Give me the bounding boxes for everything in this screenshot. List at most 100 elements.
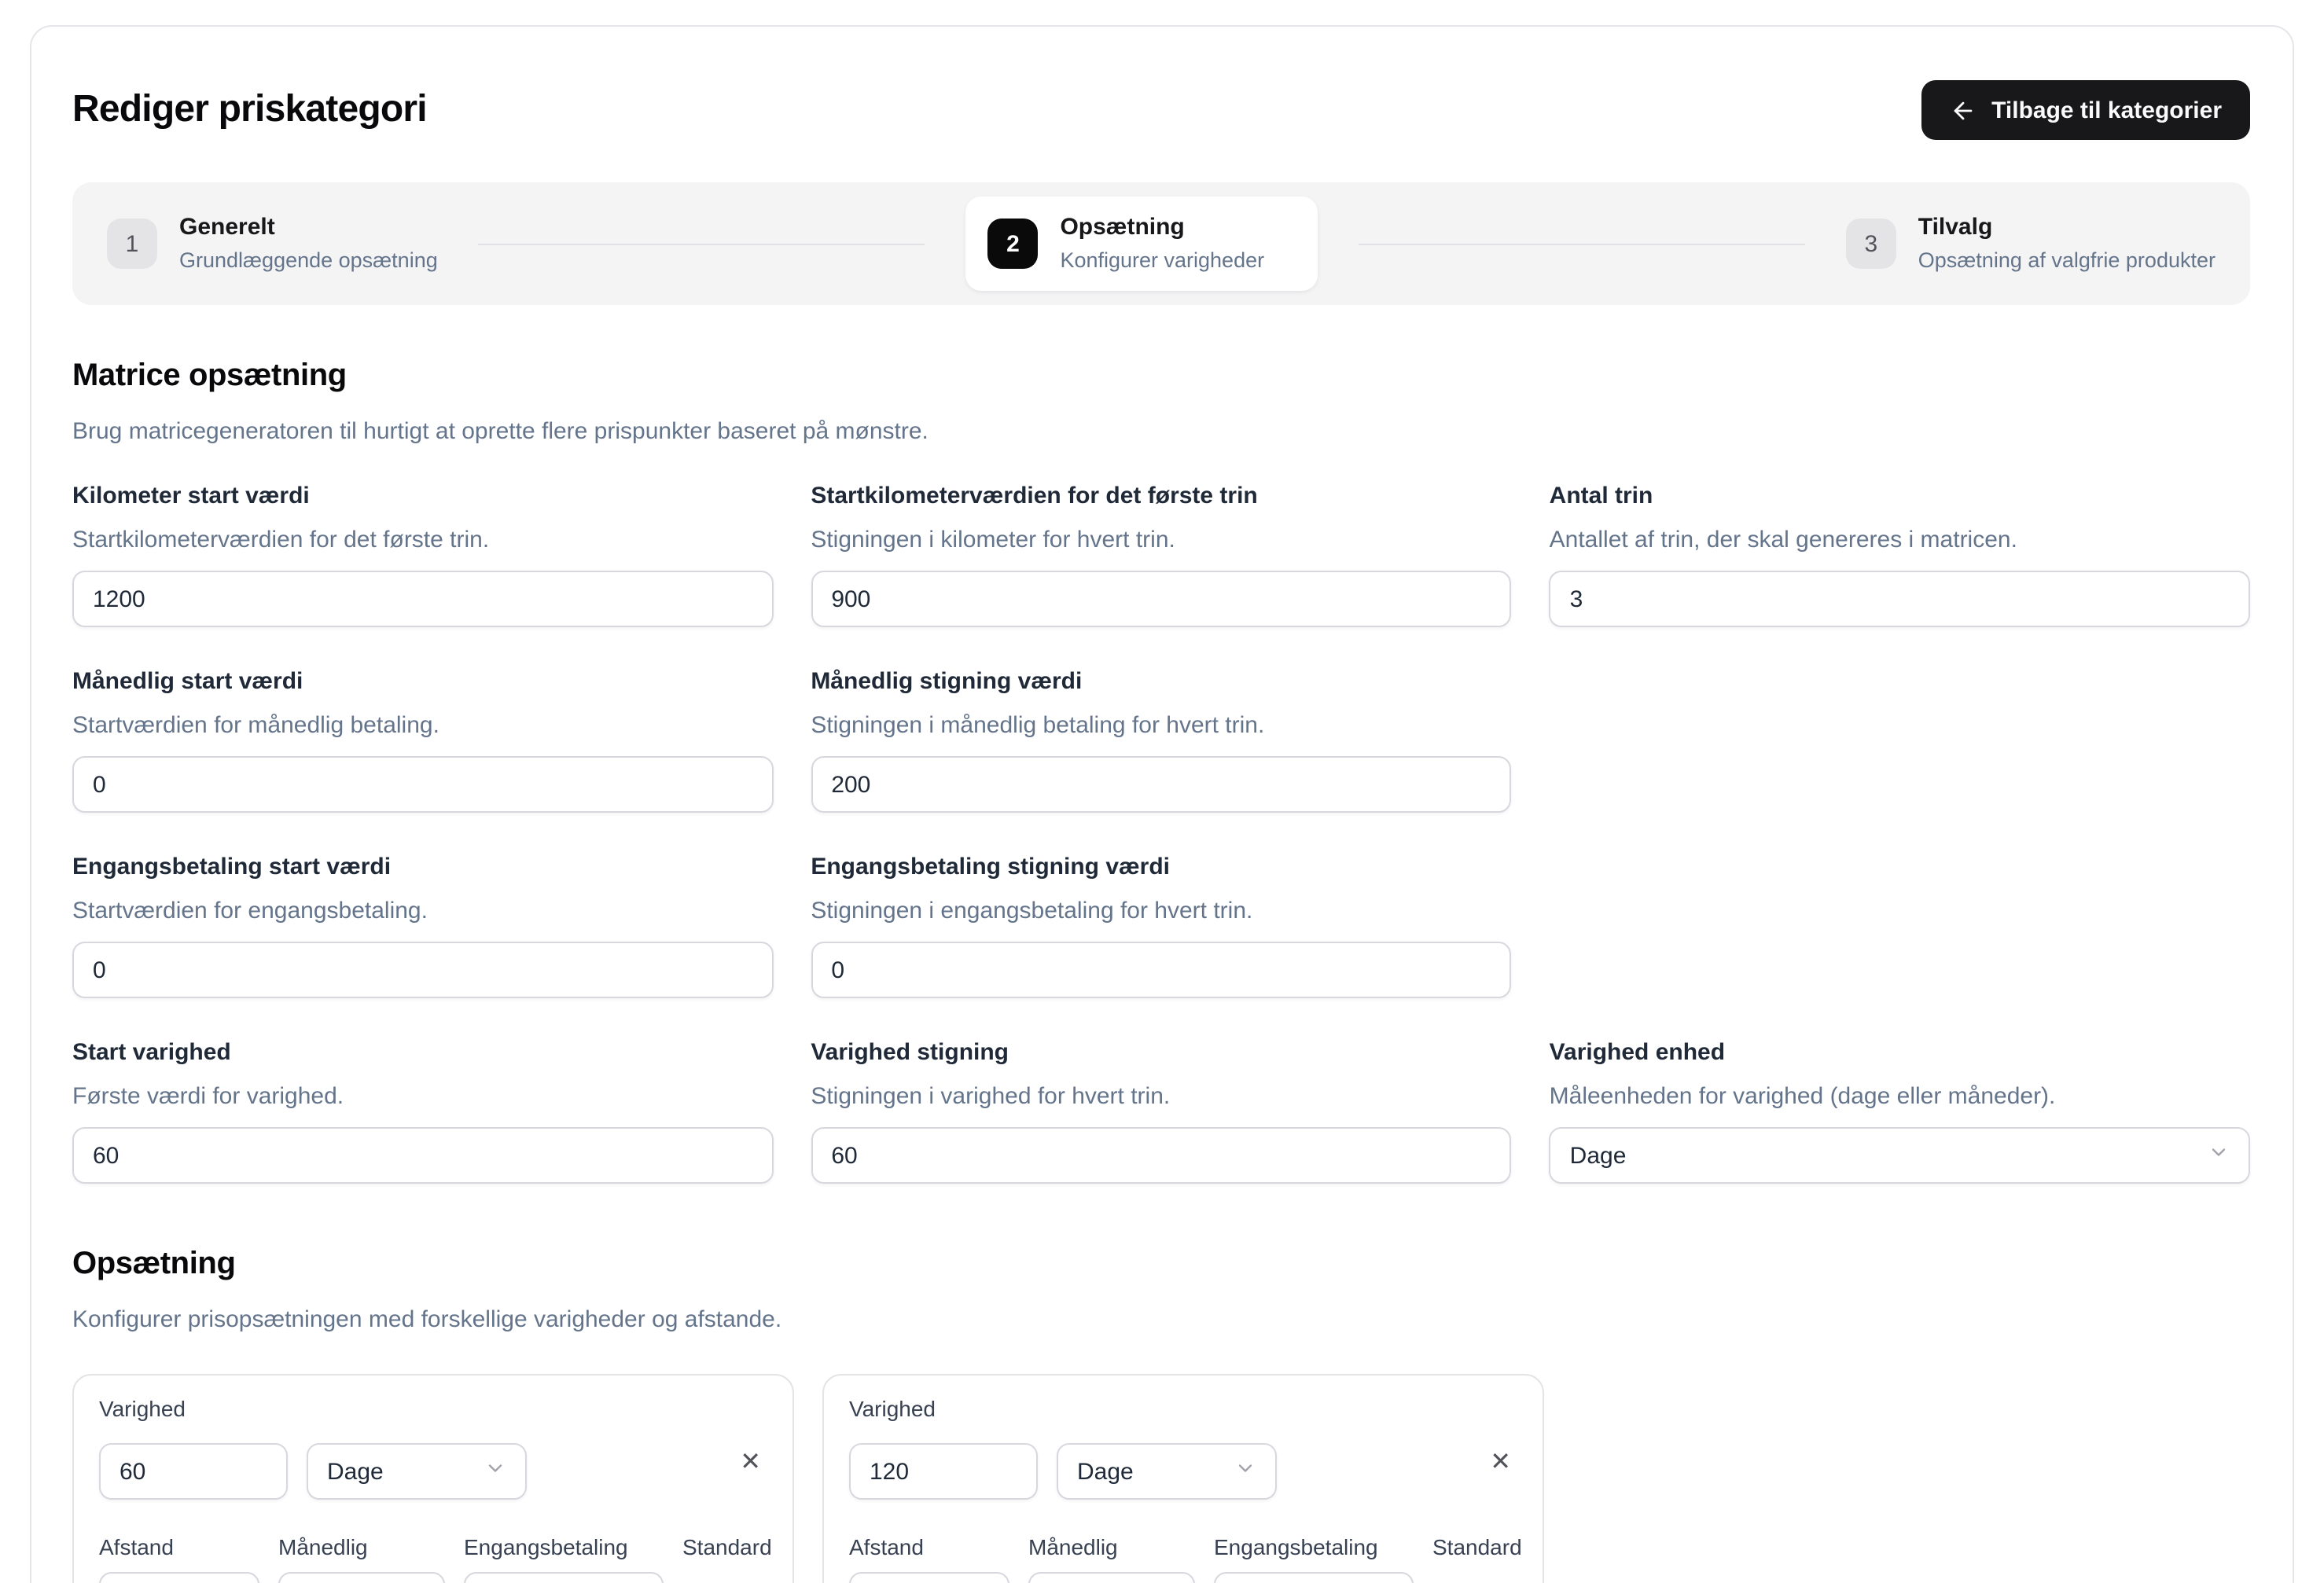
grid-spacer <box>1550 668 2250 813</box>
main-panel: Rediger priskategori Tilbage til kategor… <box>30 25 2294 1583</box>
field-help: Startværdien for engangsbetaling. <box>72 898 428 924</box>
kilometer-stigning-input[interactable] <box>811 571 1512 627</box>
duration-value-input[interactable] <box>99 1443 288 1500</box>
header: Rediger priskategori Tilbage til kategor… <box>72 68 2250 140</box>
selected-value: Dage <box>327 1458 384 1485</box>
duration-cards: Varighed Dage ✕ Afstand Månedlig Engangs… <box>72 1374 2250 1583</box>
field-varighed-stigning: Varighed stigning Stigningen i varighed … <box>811 1039 1512 1184</box>
field-varighed-enhed: Varighed enhed Måleenheden for varighed … <box>1549 1039 2250 1184</box>
field-antal-trin: Antal trin Antallet af trin, der skal ge… <box>1549 483 2250 627</box>
field-help: Startkilometerværdien for det første tri… <box>72 527 490 553</box>
matrix-section-title: Matrice opsætning <box>72 358 347 393</box>
afstand-input[interactable] <box>849 1572 1009 1583</box>
field-start-varighed: Start varighed Første værdi for varighed… <box>72 1039 774 1184</box>
field-help: Stigningen i månedlig betaling for hvert… <box>811 712 1265 739</box>
page-title: Rediger priskategori <box>72 88 428 130</box>
stepper-connector <box>478 243 925 244</box>
duration-unit-select[interactable]: Dage <box>307 1443 527 1500</box>
matrix-section-description: Brug matricegeneratoren til hurtigt at o… <box>72 418 928 445</box>
kilometer-start-input[interactable] <box>72 571 774 627</box>
column-manedlig: Månedlig <box>1028 1534 1118 1559</box>
step-subtitle: Grundlæggende opsætning <box>179 248 438 272</box>
step-number-badge: 1 <box>107 219 157 269</box>
step-number-badge: 3 <box>1845 219 1896 269</box>
duration-card-60: Varighed Dage ✕ Afstand Månedlig Engangs… <box>72 1374 794 1583</box>
stepper-step-tilvalg[interactable]: 3 Tilvalg Opsætning af valgfrie produkte… <box>1845 214 2216 274</box>
matrix-fields-grid: Kilometer start værdi Startkilometerværd… <box>72 483 2250 1184</box>
selected-value: Dage <box>1569 1142 1627 1169</box>
field-help: Startværdien for månedlig betaling. <box>72 712 439 739</box>
stepper-connector <box>1359 243 1805 244</box>
stepper: 1 Generelt Grundlæggende opsætning 2 Ops… <box>72 182 2250 305</box>
price-grid-header: Afstand Månedlig Engangsbetaling Standar… <box>99 1534 772 1559</box>
field-manedlig-stigning: Månedlig stigning værdi Stigningen i mån… <box>811 668 1512 813</box>
price-row: ✕ <box>849 1572 1517 1583</box>
column-standard: Standard <box>682 1534 772 1559</box>
grid-spacer <box>1550 854 2250 998</box>
stepper-step-generelt[interactable]: 1 Generelt Grundlæggende opsætning <box>107 214 438 274</box>
varighed-label: Varighed <box>99 1396 186 1421</box>
duration-row: Dage ✕ <box>99 1427 767 1500</box>
field-label: Månedlig stigning værdi <box>811 668 1083 695</box>
field-manedlig-start: Månedlig start værdi Startværdien for må… <box>72 668 774 813</box>
varighed-stigning-input[interactable] <box>811 1127 1512 1184</box>
step-title: Tilvalg <box>1918 214 1993 241</box>
manedlig-stigning-input[interactable] <box>811 756 1512 813</box>
chevron-down-icon <box>1234 1457 1256 1486</box>
stepper-step-opsaetning-active[interactable]: 2 Opsætning Konfigurer varigheder <box>965 196 1318 291</box>
start-varighed-input[interactable] <box>72 1127 774 1184</box>
engangsbetaling-input[interactable] <box>464 1572 664 1583</box>
manedlig-start-input[interactable] <box>72 756 774 813</box>
varighed-label: Varighed <box>849 1396 936 1421</box>
field-engangsbetaling-start: Engangsbetaling start værdi Startværdien… <box>72 854 774 998</box>
field-help: Antallet af trin, der skal genereres i m… <box>1549 527 2017 553</box>
back-to-categories-button[interactable]: Tilbage til kategorier <box>1921 80 2250 140</box>
price-grid-header: Afstand Månedlig Engangsbetaling Standar… <box>849 1534 1522 1559</box>
column-afstand: Afstand <box>99 1534 174 1559</box>
field-engangsbetaling-stigning: Engangsbetaling stigning værdi Stigninge… <box>811 854 1512 998</box>
arrow-left-icon <box>1949 97 1976 123</box>
field-label: Kilometer start værdi <box>72 483 310 509</box>
column-manedlig: Månedlig <box>278 1534 368 1559</box>
setup-section-title: Opsætning <box>72 1247 236 1281</box>
varighed-enhed-select[interactable]: Dage <box>1549 1127 2250 1184</box>
field-kilometer-stigning: Startkilometerværdien for det første tri… <box>811 483 1512 627</box>
back-button-label: Tilbage til kategorier <box>1991 97 2222 123</box>
column-standard: Standard <box>1432 1534 1522 1559</box>
column-engangsbetaling: Engangsbetaling <box>464 1534 628 1559</box>
afstand-input[interactable] <box>99 1572 259 1583</box>
step-title: Opsætning <box>1060 214 1185 241</box>
field-label: Startkilometerværdien for det første tri… <box>811 483 1258 509</box>
duration-value-input[interactable] <box>849 1443 1038 1500</box>
chevron-down-icon <box>2208 1141 2230 1170</box>
setup-section-description: Konfigurer prisopsætningen med forskelli… <box>72 1306 782 1333</box>
manedlig-input[interactable] <box>1028 1572 1195 1583</box>
column-afstand: Afstand <box>849 1534 924 1559</box>
column-engangsbetaling: Engangsbetaling <box>1214 1534 1378 1559</box>
field-label: Engangsbetaling stigning værdi <box>811 854 1171 880</box>
field-help: Stigningen i kilometer for hvert trin. <box>811 527 1175 553</box>
duration-card-120: Varighed Dage ✕ Afstand Månedlig Engangs… <box>822 1374 1544 1583</box>
field-label: Månedlig start værdi <box>72 668 303 695</box>
field-label: Start varighed <box>72 1039 231 1066</box>
manedlig-input[interactable] <box>278 1572 445 1583</box>
chevron-down-icon <box>484 1457 506 1486</box>
antal-trin-input[interactable] <box>1549 571 2250 627</box>
field-help: Stigningen i engangsbetaling for hvert t… <box>811 898 1253 924</box>
remove-card-button[interactable]: ✕ <box>1484 1448 1517 1479</box>
field-label: Varighed enhed <box>1549 1039 1726 1066</box>
selected-value: Dage <box>1077 1458 1134 1485</box>
field-help: Stigningen i varighed for hvert trin. <box>811 1083 1171 1110</box>
duration-unit-select[interactable]: Dage <box>1057 1443 1277 1500</box>
engangsbetaling-stigning-input[interactable] <box>811 942 1512 998</box>
price-row: ✕ <box>99 1572 767 1583</box>
field-label: Engangsbetaling start værdi <box>72 854 392 880</box>
remove-card-button[interactable]: ✕ <box>734 1448 767 1479</box>
duration-row: Dage ✕ <box>849 1427 1517 1500</box>
step-subtitle: Opsætning af valgfrie produkter <box>1918 248 2216 272</box>
field-label: Varighed stigning <box>811 1039 1009 1066</box>
engangsbetaling-input[interactable] <box>1214 1572 1414 1583</box>
step-number-badge: 2 <box>987 219 1039 269</box>
engangsbetaling-start-input[interactable] <box>72 942 774 998</box>
